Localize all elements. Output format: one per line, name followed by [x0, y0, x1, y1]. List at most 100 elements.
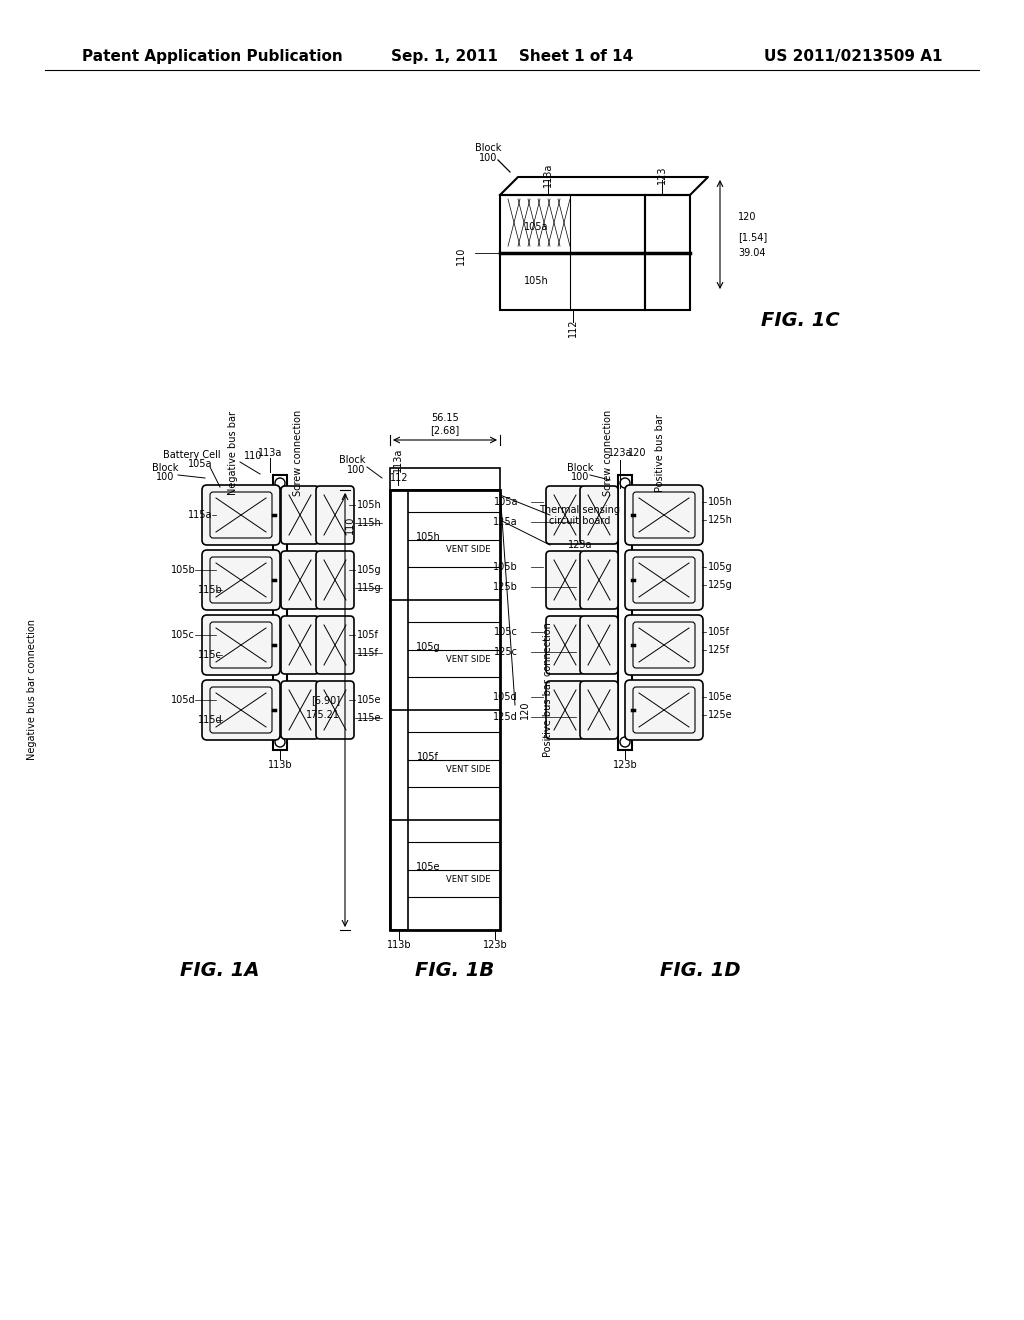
Text: 112: 112 [390, 473, 409, 483]
Text: 100: 100 [156, 473, 174, 482]
Text: FIG. 1D: FIG. 1D [659, 961, 740, 979]
Text: Thermal sensing: Thermal sensing [540, 506, 621, 515]
Text: 120: 120 [738, 213, 757, 222]
Bar [390, 469, 500, 490]
Text: 113a: 113a [543, 162, 553, 187]
Text: 123a: 123a [567, 540, 592, 550]
Text: Positive bus bar connection: Positive bus bar connection [543, 623, 553, 758]
Text: 125b: 125b [494, 582, 518, 591]
Text: 105b: 105b [494, 562, 518, 572]
FancyBboxPatch shape [202, 550, 280, 610]
Bar [500, 195, 645, 310]
Text: 39.04: 39.04 [738, 248, 766, 257]
Text: 125h: 125h [708, 515, 733, 525]
Text: FIG. 1A: FIG. 1A [180, 961, 260, 979]
Text: 110: 110 [244, 451, 262, 461]
FancyBboxPatch shape [546, 681, 584, 739]
Text: 105h: 105h [357, 500, 382, 510]
Text: Screw connection: Screw connection [293, 411, 303, 496]
FancyBboxPatch shape [546, 616, 584, 675]
FancyBboxPatch shape [202, 484, 280, 545]
Text: 105b: 105b [171, 565, 196, 576]
FancyBboxPatch shape [625, 484, 703, 545]
Text: 115c: 115c [198, 649, 222, 660]
FancyBboxPatch shape [281, 681, 319, 739]
Text: 105a: 105a [494, 498, 518, 507]
Text: 105d: 105d [494, 692, 518, 702]
Text: 125g: 125g [708, 579, 733, 590]
Text: 110: 110 [345, 516, 355, 535]
FancyBboxPatch shape [316, 681, 354, 739]
FancyBboxPatch shape [281, 616, 319, 675]
Text: VENT SIDE: VENT SIDE [445, 656, 490, 664]
FancyBboxPatch shape [625, 680, 703, 741]
Text: 105h: 105h [524, 276, 549, 286]
Text: VENT SIDE: VENT SIDE [445, 545, 490, 554]
Text: 100: 100 [479, 153, 498, 162]
Text: 105h: 105h [708, 498, 733, 507]
Text: [2.68]: [2.68] [430, 425, 460, 436]
Text: Screw connection: Screw connection [603, 411, 613, 496]
Text: 115a: 115a [187, 510, 212, 520]
Text: 105g: 105g [416, 642, 440, 652]
FancyBboxPatch shape [281, 486, 319, 544]
Text: 123b: 123b [482, 940, 507, 950]
Text: Block: Block [152, 463, 178, 473]
Text: 105f: 105f [357, 630, 379, 640]
Text: FIG. 1C: FIG. 1C [761, 310, 840, 330]
FancyBboxPatch shape [202, 680, 280, 741]
Text: 56.15: 56.15 [431, 413, 459, 422]
Text: [6.90]: [6.90] [311, 696, 340, 705]
Text: 125c: 125c [494, 647, 518, 657]
FancyBboxPatch shape [580, 550, 618, 609]
Text: 125a: 125a [494, 517, 518, 527]
Text: 125f: 125f [708, 645, 730, 655]
Text: Positive bus bar: Positive bus bar [655, 414, 665, 492]
Text: 115e: 115e [357, 713, 382, 723]
Text: 105d: 105d [171, 696, 196, 705]
Text: VENT SIDE: VENT SIDE [445, 766, 490, 775]
Text: 120: 120 [520, 701, 530, 719]
FancyBboxPatch shape [580, 486, 618, 544]
Text: 105g: 105g [357, 565, 382, 576]
Bar [618, 475, 632, 750]
Text: 115g: 115g [357, 583, 382, 593]
FancyBboxPatch shape [580, 681, 618, 739]
FancyBboxPatch shape [281, 550, 319, 609]
Text: Block: Block [475, 143, 501, 153]
Text: US 2011/0213509 A1: US 2011/0213509 A1 [764, 49, 942, 63]
Text: 113b: 113b [267, 760, 292, 770]
FancyBboxPatch shape [546, 486, 584, 544]
Text: 115d: 115d [198, 715, 222, 725]
Text: Block: Block [567, 463, 593, 473]
FancyBboxPatch shape [316, 486, 354, 544]
Text: 123b: 123b [612, 760, 637, 770]
Text: 175.21: 175.21 [306, 710, 340, 719]
Text: Sep. 1, 2011    Sheet 1 of 14: Sep. 1, 2011 Sheet 1 of 14 [391, 49, 633, 63]
Text: 105f: 105f [708, 627, 730, 638]
FancyBboxPatch shape [625, 615, 703, 675]
Text: 123a: 123a [608, 447, 632, 458]
Text: Negative bus bar connection: Negative bus bar connection [27, 619, 37, 760]
Text: 105g: 105g [708, 562, 732, 572]
Text: circuit board: circuit board [549, 516, 610, 525]
Text: 112: 112 [567, 318, 578, 337]
FancyBboxPatch shape [202, 615, 280, 675]
Text: FIG. 1B: FIG. 1B [416, 961, 495, 979]
Text: 105e: 105e [416, 862, 440, 873]
Text: 120: 120 [628, 447, 646, 458]
Text: 105f: 105f [417, 752, 439, 762]
FancyBboxPatch shape [316, 550, 354, 609]
Text: 110: 110 [456, 247, 466, 265]
Text: VENT SIDE: VENT SIDE [445, 875, 490, 884]
FancyBboxPatch shape [316, 616, 354, 675]
Text: 113a: 113a [393, 447, 403, 473]
Text: Patent Application Publication: Patent Application Publication [82, 49, 343, 63]
Bar [273, 475, 287, 750]
Bar [390, 490, 408, 931]
FancyBboxPatch shape [580, 616, 618, 675]
Text: 105a: 105a [524, 222, 549, 232]
Text: 115h: 115h [357, 517, 382, 528]
Text: 105e: 105e [708, 692, 732, 702]
Text: 115b: 115b [198, 585, 222, 595]
